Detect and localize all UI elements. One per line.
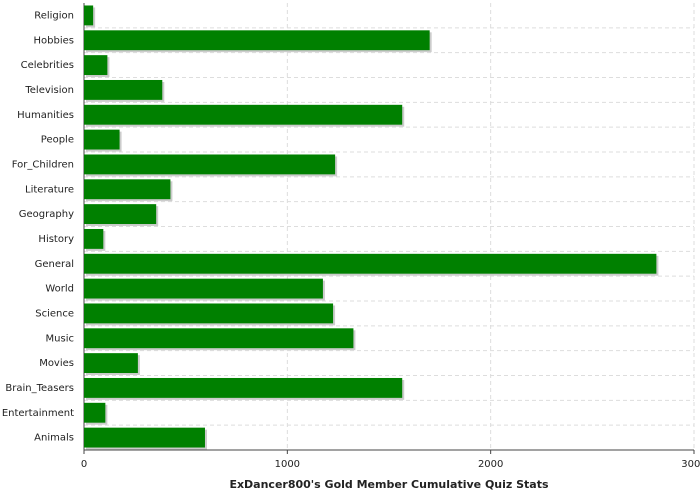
bar	[84, 328, 354, 349]
bar	[84, 204, 157, 225]
y-tick-label: Entertainment	[2, 408, 74, 419]
y-tick-label: History	[38, 234, 74, 245]
y-tick-label: World	[45, 284, 74, 295]
x-tick-label: 0	[81, 459, 87, 470]
bar	[84, 253, 657, 274]
bar	[84, 278, 323, 299]
bar	[84, 5, 94, 26]
bar	[84, 79, 163, 100]
y-tick-label: General	[35, 259, 74, 270]
bar	[84, 377, 403, 398]
x-tick-label: 3000	[681, 459, 700, 470]
y-tick-label: Celebrities	[21, 60, 74, 71]
bar	[84, 402, 106, 423]
y-tick-label: Geography	[19, 209, 74, 220]
bar	[84, 30, 430, 51]
bar	[84, 129, 120, 150]
y-tick-label: Religion	[34, 10, 74, 21]
bar	[84, 179, 171, 200]
bar	[84, 55, 108, 76]
y-tick-label: Humanities	[17, 110, 74, 121]
y-tick-label: People	[41, 135, 74, 146]
y-tick-label: Animals	[34, 433, 74, 444]
x-tick-label: 1000	[275, 459, 300, 470]
bar	[84, 303, 334, 324]
y-tick-label: Movies	[39, 358, 74, 369]
y-tick-label: For_Children	[12, 159, 74, 170]
bar	[84, 228, 104, 249]
y-tick-label: Television	[24, 85, 74, 96]
y-tick-label: Brain_Teasers	[5, 383, 74, 394]
bar	[84, 353, 138, 374]
y-tick-label: Hobbies	[34, 35, 74, 46]
y-tick-label: Music	[46, 333, 74, 344]
chart-title: ExDancer800's Gold Member Cumulative Qui…	[229, 478, 549, 491]
bar	[84, 154, 336, 175]
y-tick-label: Science	[35, 308, 74, 319]
bar	[84, 104, 403, 125]
x-tick-label: 2000	[478, 459, 503, 470]
bar	[84, 427, 205, 448]
y-tick-label: Literature	[25, 184, 74, 195]
